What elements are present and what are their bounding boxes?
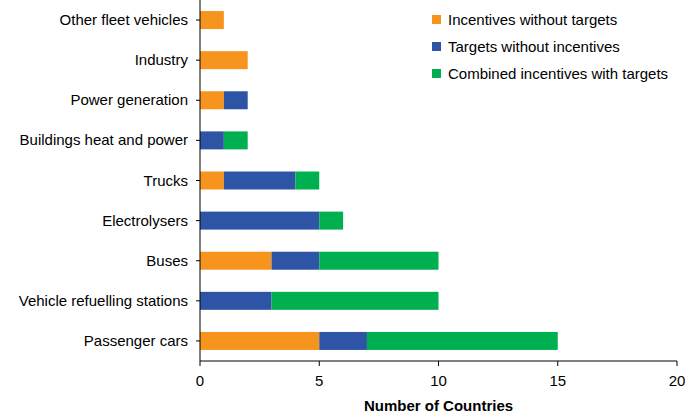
bar — [319, 212, 343, 230]
y-tick — [196, 140, 200, 141]
category-label: Trucks — [144, 172, 188, 189]
bar — [223, 11, 224, 29]
x-tick-label: 15 — [549, 372, 566, 389]
x-tick-label: 0 — [196, 372, 204, 389]
legend-swatch — [432, 42, 441, 51]
x-tick — [319, 361, 320, 366]
bar — [200, 11, 224, 29]
x-tick — [200, 361, 201, 366]
category-label: Industry — [135, 51, 189, 68]
bar — [200, 212, 319, 230]
x-tick — [438, 361, 439, 366]
category-label: Power generation — [70, 91, 188, 108]
bar — [200, 292, 272, 310]
legend-label: Combined incentives with targets — [448, 65, 668, 82]
bar — [200, 131, 224, 149]
category-label: Passenger cars — [84, 332, 188, 349]
x-tick — [557, 361, 558, 366]
bar — [295, 172, 319, 190]
x-axis-title: Number of Countries — [364, 397, 513, 414]
legend-label: Incentives without targets — [448, 11, 617, 28]
category-label: Other fleet vehicles — [60, 11, 188, 28]
bar — [247, 91, 248, 109]
bar — [224, 172, 296, 190]
chart-svg: 0 5 10 15 20 Passenger cars Vehicle refuelling… — [0, 0, 685, 417]
bar — [319, 332, 367, 350]
y-tick — [196, 340, 200, 341]
legend-swatch — [432, 69, 441, 78]
y-tick — [196, 260, 200, 261]
bar — [200, 332, 319, 350]
y-tick — [196, 180, 200, 181]
bar — [200, 91, 224, 109]
bars — [200, 11, 558, 350]
legend-label: Targets without incentives — [448, 38, 620, 55]
bar — [200, 51, 248, 69]
bar — [272, 252, 320, 270]
chart-root: 0 5 10 15 20 Passenger cars Vehicle refuelling… — [0, 0, 685, 417]
category-label: Buildings heat and power — [20, 131, 188, 148]
bar — [224, 131, 248, 149]
bar — [319, 252, 438, 270]
y-tick — [196, 100, 200, 101]
category-label: Electrolysers — [102, 212, 188, 229]
x-tick-label: 20 — [669, 372, 685, 389]
bar — [247, 51, 248, 69]
legend: Incentives without targets Targets withou… — [432, 11, 668, 82]
bar — [367, 332, 558, 350]
bar — [272, 292, 439, 310]
bar — [247, 51, 248, 69]
y-tick — [196, 220, 200, 221]
x-tick-label: 5 — [315, 372, 323, 389]
x-tick — [677, 361, 678, 366]
y-tick — [196, 20, 200, 21]
category-label: Buses — [146, 252, 188, 269]
category-label: Vehicle refuelling stations — [19, 292, 188, 309]
bar — [200, 172, 224, 190]
y-tick — [196, 300, 200, 301]
legend-swatch — [432, 15, 441, 24]
bar — [224, 91, 248, 109]
y-tick — [196, 60, 200, 61]
bar — [223, 11, 224, 29]
x-tick-label: 10 — [430, 372, 447, 389]
bar — [200, 252, 272, 270]
